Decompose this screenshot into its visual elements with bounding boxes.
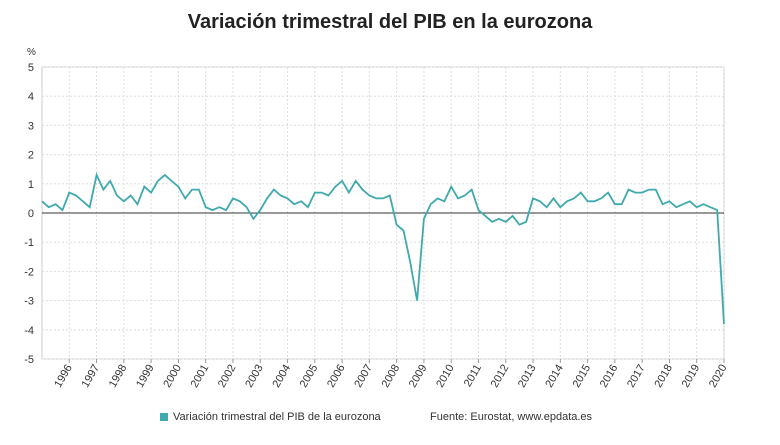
x-tick-label: 2007: [352, 363, 375, 390]
y-tick-label: 1: [28, 179, 34, 191]
y-tick-label: 0: [28, 208, 34, 220]
y-tick-label: -4: [24, 325, 34, 337]
y-tick-label: -1: [24, 237, 34, 249]
x-tick-label: 2020: [707, 363, 730, 390]
x-tick-label: 2017: [625, 363, 648, 390]
x-tick-label: 2005: [298, 363, 321, 390]
chart-title: Variación trimestral del PIB en la euroz…: [188, 11, 593, 33]
x-tick-label: 2012: [489, 363, 512, 390]
x-tick-label: 2013: [516, 363, 539, 390]
x-tick-label: 2001: [189, 363, 212, 390]
x-tick-label: 1999: [134, 363, 157, 390]
y-tick-label: -5: [24, 354, 34, 366]
x-tick-label: 1996: [52, 363, 75, 390]
x-tick-label: 2008: [380, 363, 403, 390]
data-line: [41, 172, 725, 325]
x-tick-label: 2003: [243, 363, 266, 390]
legend-label: Variación trimestral del PIB de la euroz…: [173, 411, 382, 423]
x-tick-label: 2009: [407, 363, 430, 390]
x-tick-label: 2010: [434, 363, 457, 390]
legend-swatch: [160, 413, 168, 421]
x-tick-label: 2018: [652, 363, 675, 390]
x-tick-label: 1997: [80, 363, 103, 390]
x-tick-label: 2004: [270, 363, 293, 390]
y-axis-label: %: [27, 47, 36, 58]
x-tick-label: 2011: [462, 363, 484, 389]
y-tick-label: 4: [28, 91, 34, 103]
y-tick-label: -2: [24, 266, 34, 278]
y-tick-label: -3: [24, 296, 34, 308]
x-tick-label: 2015: [571, 363, 594, 390]
x-tick-label: 2019: [680, 363, 703, 390]
x-tick-label: 2002: [216, 363, 239, 390]
source: Fuente: Eurostat, www.epdata.es: [430, 411, 593, 423]
y-tick-label: 5: [28, 62, 34, 74]
x-tick-label: 2014: [543, 363, 566, 390]
x-tick-label: 2016: [598, 363, 621, 390]
x-tick-label: 1998: [107, 363, 130, 390]
x-tick-label: 2006: [325, 363, 348, 390]
y-tick-label: 2: [28, 150, 34, 162]
y-tick-label: 3: [28, 120, 34, 132]
x-tick-label: 2000: [161, 363, 184, 390]
